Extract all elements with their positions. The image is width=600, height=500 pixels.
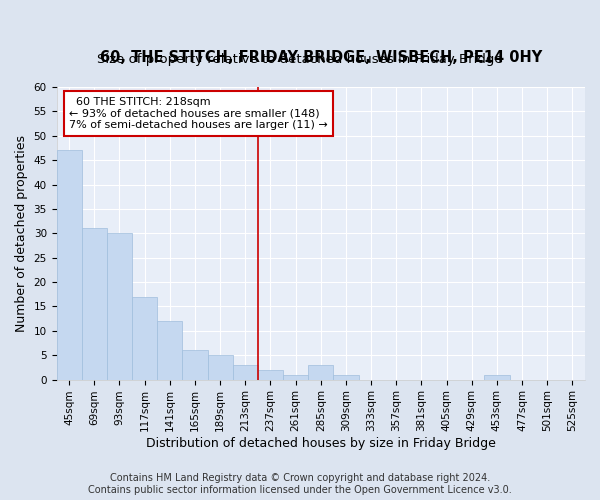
Bar (107, 234, 132, 380)
Bar (283, 374, 308, 380)
Bar (308, 365, 334, 380)
Y-axis label: Number of detached properties: Number of detached properties (15, 135, 28, 332)
Bar (132, 296, 157, 380)
Text: 60 THE STITCH: 218sqm
← 93% of detached houses are smaller (148)
7% of semi-deta: 60 THE STITCH: 218sqm ← 93% of detached … (69, 97, 328, 130)
Bar (56, 150, 82, 380)
Bar (182, 350, 208, 380)
Bar (334, 374, 359, 380)
Bar (233, 365, 258, 380)
Bar (157, 321, 182, 380)
Bar (258, 370, 283, 380)
Text: Contains HM Land Registry data © Crown copyright and database right 2024.
Contai: Contains HM Land Registry data © Crown c… (88, 474, 512, 495)
X-axis label: Distribution of detached houses by size in Friday Bridge: Distribution of detached houses by size … (146, 437, 496, 450)
Title: 60, THE STITCH, FRIDAY BRIDGE, WISBECH, PE14 0HY: 60, THE STITCH, FRIDAY BRIDGE, WISBECH, … (100, 50, 542, 65)
Text: Size of property relative to detached houses in Friday Bridge: Size of property relative to detached ho… (97, 52, 503, 66)
Bar (82, 228, 107, 380)
Bar (208, 355, 233, 380)
Bar (484, 374, 509, 380)
